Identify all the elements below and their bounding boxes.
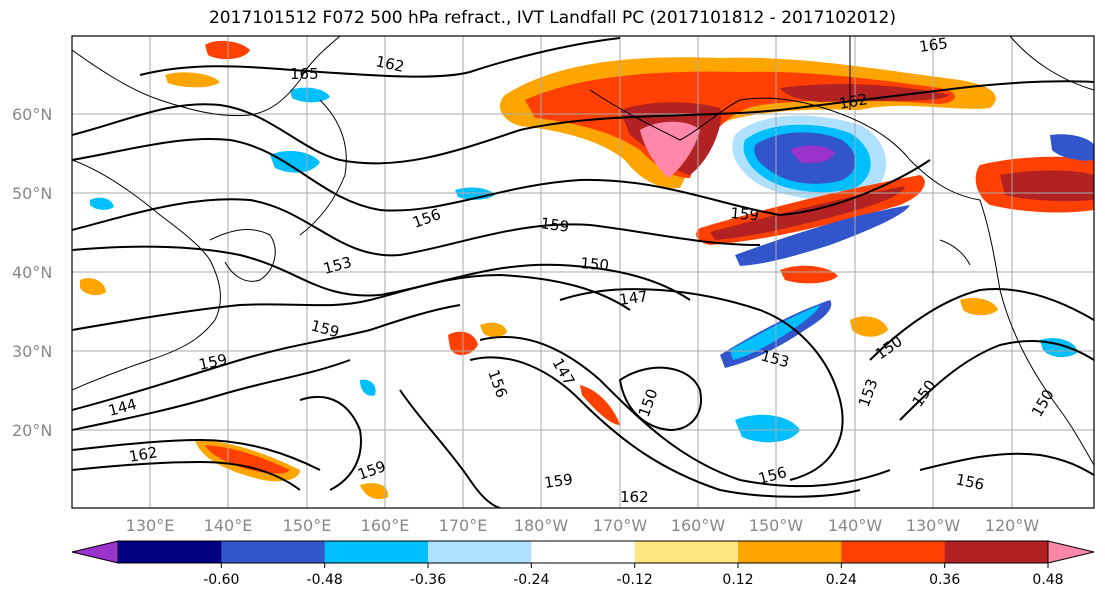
lon-label: 150°W bbox=[749, 516, 804, 535]
latitude-labels: 60°N 50°N 40°N 30°N 20°N bbox=[12, 105, 52, 440]
colorbar-tick-label: -0.36 bbox=[410, 572, 446, 588]
colorbar-tick-label: 0.36 bbox=[929, 572, 960, 588]
colorbar-tick-label: 0.12 bbox=[722, 572, 753, 588]
lon-label: 160°E bbox=[361, 516, 410, 535]
lon-label: 170°W bbox=[593, 516, 648, 535]
colorbar-cell bbox=[221, 541, 326, 563]
colorbar-cell bbox=[841, 541, 946, 563]
colorbar-cell bbox=[738, 541, 842, 563]
colorbar-tick-label: -0.60 bbox=[203, 572, 239, 588]
lon-label: 180°W bbox=[514, 516, 569, 535]
colorbar-cell bbox=[118, 541, 222, 563]
lon-label: 130°W bbox=[906, 516, 961, 535]
colorbar-tick-label: -0.12 bbox=[617, 572, 653, 588]
colorbar-tick-label: 0.24 bbox=[826, 572, 857, 588]
lon-label: 160°W bbox=[671, 516, 726, 535]
colorbar-cell bbox=[428, 541, 532, 563]
colorbar-cell bbox=[634, 541, 739, 563]
lon-label: 140°E bbox=[204, 516, 253, 535]
graticule bbox=[72, 36, 1094, 508]
colorbar-cell bbox=[324, 541, 429, 563]
contour-label: 162 bbox=[838, 90, 869, 113]
colorbar-extend-max bbox=[1047, 540, 1095, 564]
colorbar-cell bbox=[531, 541, 636, 563]
lat-label: 50°N bbox=[12, 184, 52, 203]
contour-label: 159 bbox=[730, 204, 760, 224]
colorbar-tick-label: -0.24 bbox=[513, 572, 549, 588]
contour-label: 159 bbox=[539, 214, 570, 236]
colorbar: -0.60 -0.48 -0.36 -0.24 -0.12 0.12 0.24 0.36 0.4… bbox=[71, 540, 1095, 588]
contour-label: 162 bbox=[620, 488, 649, 506]
contour-label: 165 bbox=[918, 34, 949, 56]
lon-label: 140°W bbox=[828, 516, 883, 535]
lon-label: 120°W bbox=[985, 516, 1040, 535]
contour-label: 165 bbox=[290, 65, 319, 83]
map-frame bbox=[71, 35, 1095, 509]
contour-label: 150 bbox=[580, 254, 610, 274]
lat-label: 40°N bbox=[12, 263, 52, 282]
lon-label: 150°E bbox=[283, 516, 332, 535]
map-title: 2017101512 F072 500 hPa refract., IVT La… bbox=[208, 8, 896, 28]
lon-label: 170°E bbox=[439, 516, 488, 535]
height-contours bbox=[72, 37, 1094, 508]
contour-label: 147 bbox=[618, 287, 649, 309]
contour-label: 162 bbox=[128, 443, 159, 466]
lat-label: 20°N bbox=[12, 421, 52, 440]
lat-label: 30°N bbox=[12, 342, 52, 361]
contour-label: 159 bbox=[543, 470, 574, 492]
colorbar-extend-min bbox=[71, 540, 119, 564]
contour-label: 159 bbox=[197, 350, 229, 374]
colorbar-tick-label: 0.48 bbox=[1032, 572, 1063, 588]
longitude-labels: 130°E 140°E 150°E 160°E 170°E 180°W 170°… bbox=[126, 516, 1040, 535]
contour-label: 156 bbox=[954, 470, 986, 494]
colorbar-cell bbox=[944, 541, 1049, 563]
contour-label: 162 bbox=[374, 52, 406, 76]
coastlines bbox=[72, 36, 1094, 466]
colorbar-tick-label: -0.48 bbox=[307, 572, 343, 588]
lon-label: 130°E bbox=[126, 516, 175, 535]
lat-label: 60°N bbox=[12, 105, 52, 124]
